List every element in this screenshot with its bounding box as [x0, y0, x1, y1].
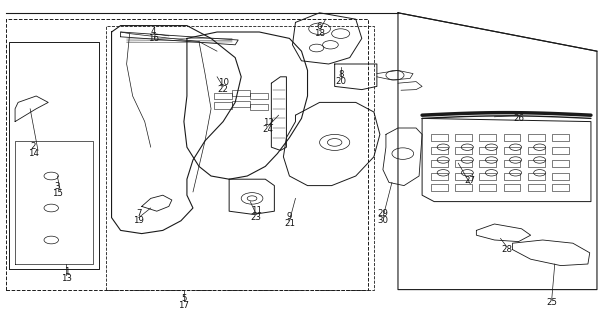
Text: 2: 2	[30, 142, 36, 151]
Bar	[431, 134, 448, 141]
Text: 13: 13	[61, 274, 72, 283]
Bar	[552, 147, 569, 154]
Bar	[455, 134, 472, 141]
Bar	[250, 104, 268, 110]
Bar	[431, 184, 448, 191]
Bar	[552, 160, 569, 167]
Bar	[479, 184, 496, 191]
Text: 6: 6	[317, 22, 323, 31]
Bar	[250, 93, 268, 99]
Bar	[431, 173, 448, 180]
Text: 25: 25	[546, 298, 557, 307]
Bar	[232, 101, 250, 107]
Bar	[528, 184, 545, 191]
Text: 23: 23	[251, 213, 262, 222]
Bar	[552, 134, 569, 141]
Bar	[504, 134, 520, 141]
Bar	[455, 147, 472, 154]
Text: 4: 4	[151, 27, 157, 36]
Text: 14: 14	[28, 149, 39, 158]
Text: 11: 11	[251, 206, 262, 215]
Text: 16: 16	[148, 34, 159, 43]
Bar	[528, 173, 545, 180]
Bar	[479, 173, 496, 180]
Text: 28: 28	[501, 245, 512, 254]
Bar	[431, 160, 448, 167]
Bar	[232, 90, 250, 96]
Bar	[214, 93, 232, 99]
Bar	[504, 184, 520, 191]
Bar	[504, 147, 520, 154]
Text: 7: 7	[136, 209, 142, 218]
Text: 29: 29	[377, 209, 388, 218]
Text: 27: 27	[465, 176, 476, 185]
Text: 8: 8	[338, 70, 344, 79]
Text: 1: 1	[63, 267, 69, 276]
Bar	[479, 160, 496, 167]
Text: 20: 20	[335, 77, 346, 86]
Text: 24: 24	[263, 125, 274, 134]
Bar	[552, 173, 569, 180]
Bar	[504, 173, 520, 180]
Bar	[431, 147, 448, 154]
Bar	[504, 160, 520, 167]
Text: 19: 19	[133, 216, 144, 225]
Bar	[455, 184, 472, 191]
Text: 22: 22	[218, 85, 229, 94]
Text: 30: 30	[377, 216, 388, 225]
Bar	[214, 102, 232, 109]
Text: 5: 5	[181, 294, 187, 303]
Text: 10: 10	[218, 78, 229, 87]
Text: 18: 18	[314, 29, 325, 38]
Bar	[528, 147, 545, 154]
Bar	[455, 160, 472, 167]
Bar	[528, 134, 545, 141]
Text: 3: 3	[54, 182, 60, 191]
Bar	[552, 184, 569, 191]
Bar	[479, 147, 496, 154]
Bar	[479, 134, 496, 141]
Text: 15: 15	[52, 189, 63, 198]
Text: 26: 26	[513, 114, 524, 123]
Text: 17: 17	[178, 301, 189, 310]
Text: 12: 12	[263, 118, 274, 127]
Bar	[528, 160, 545, 167]
Text: 9: 9	[287, 212, 292, 221]
Text: 21: 21	[284, 220, 295, 228]
Bar	[455, 173, 472, 180]
